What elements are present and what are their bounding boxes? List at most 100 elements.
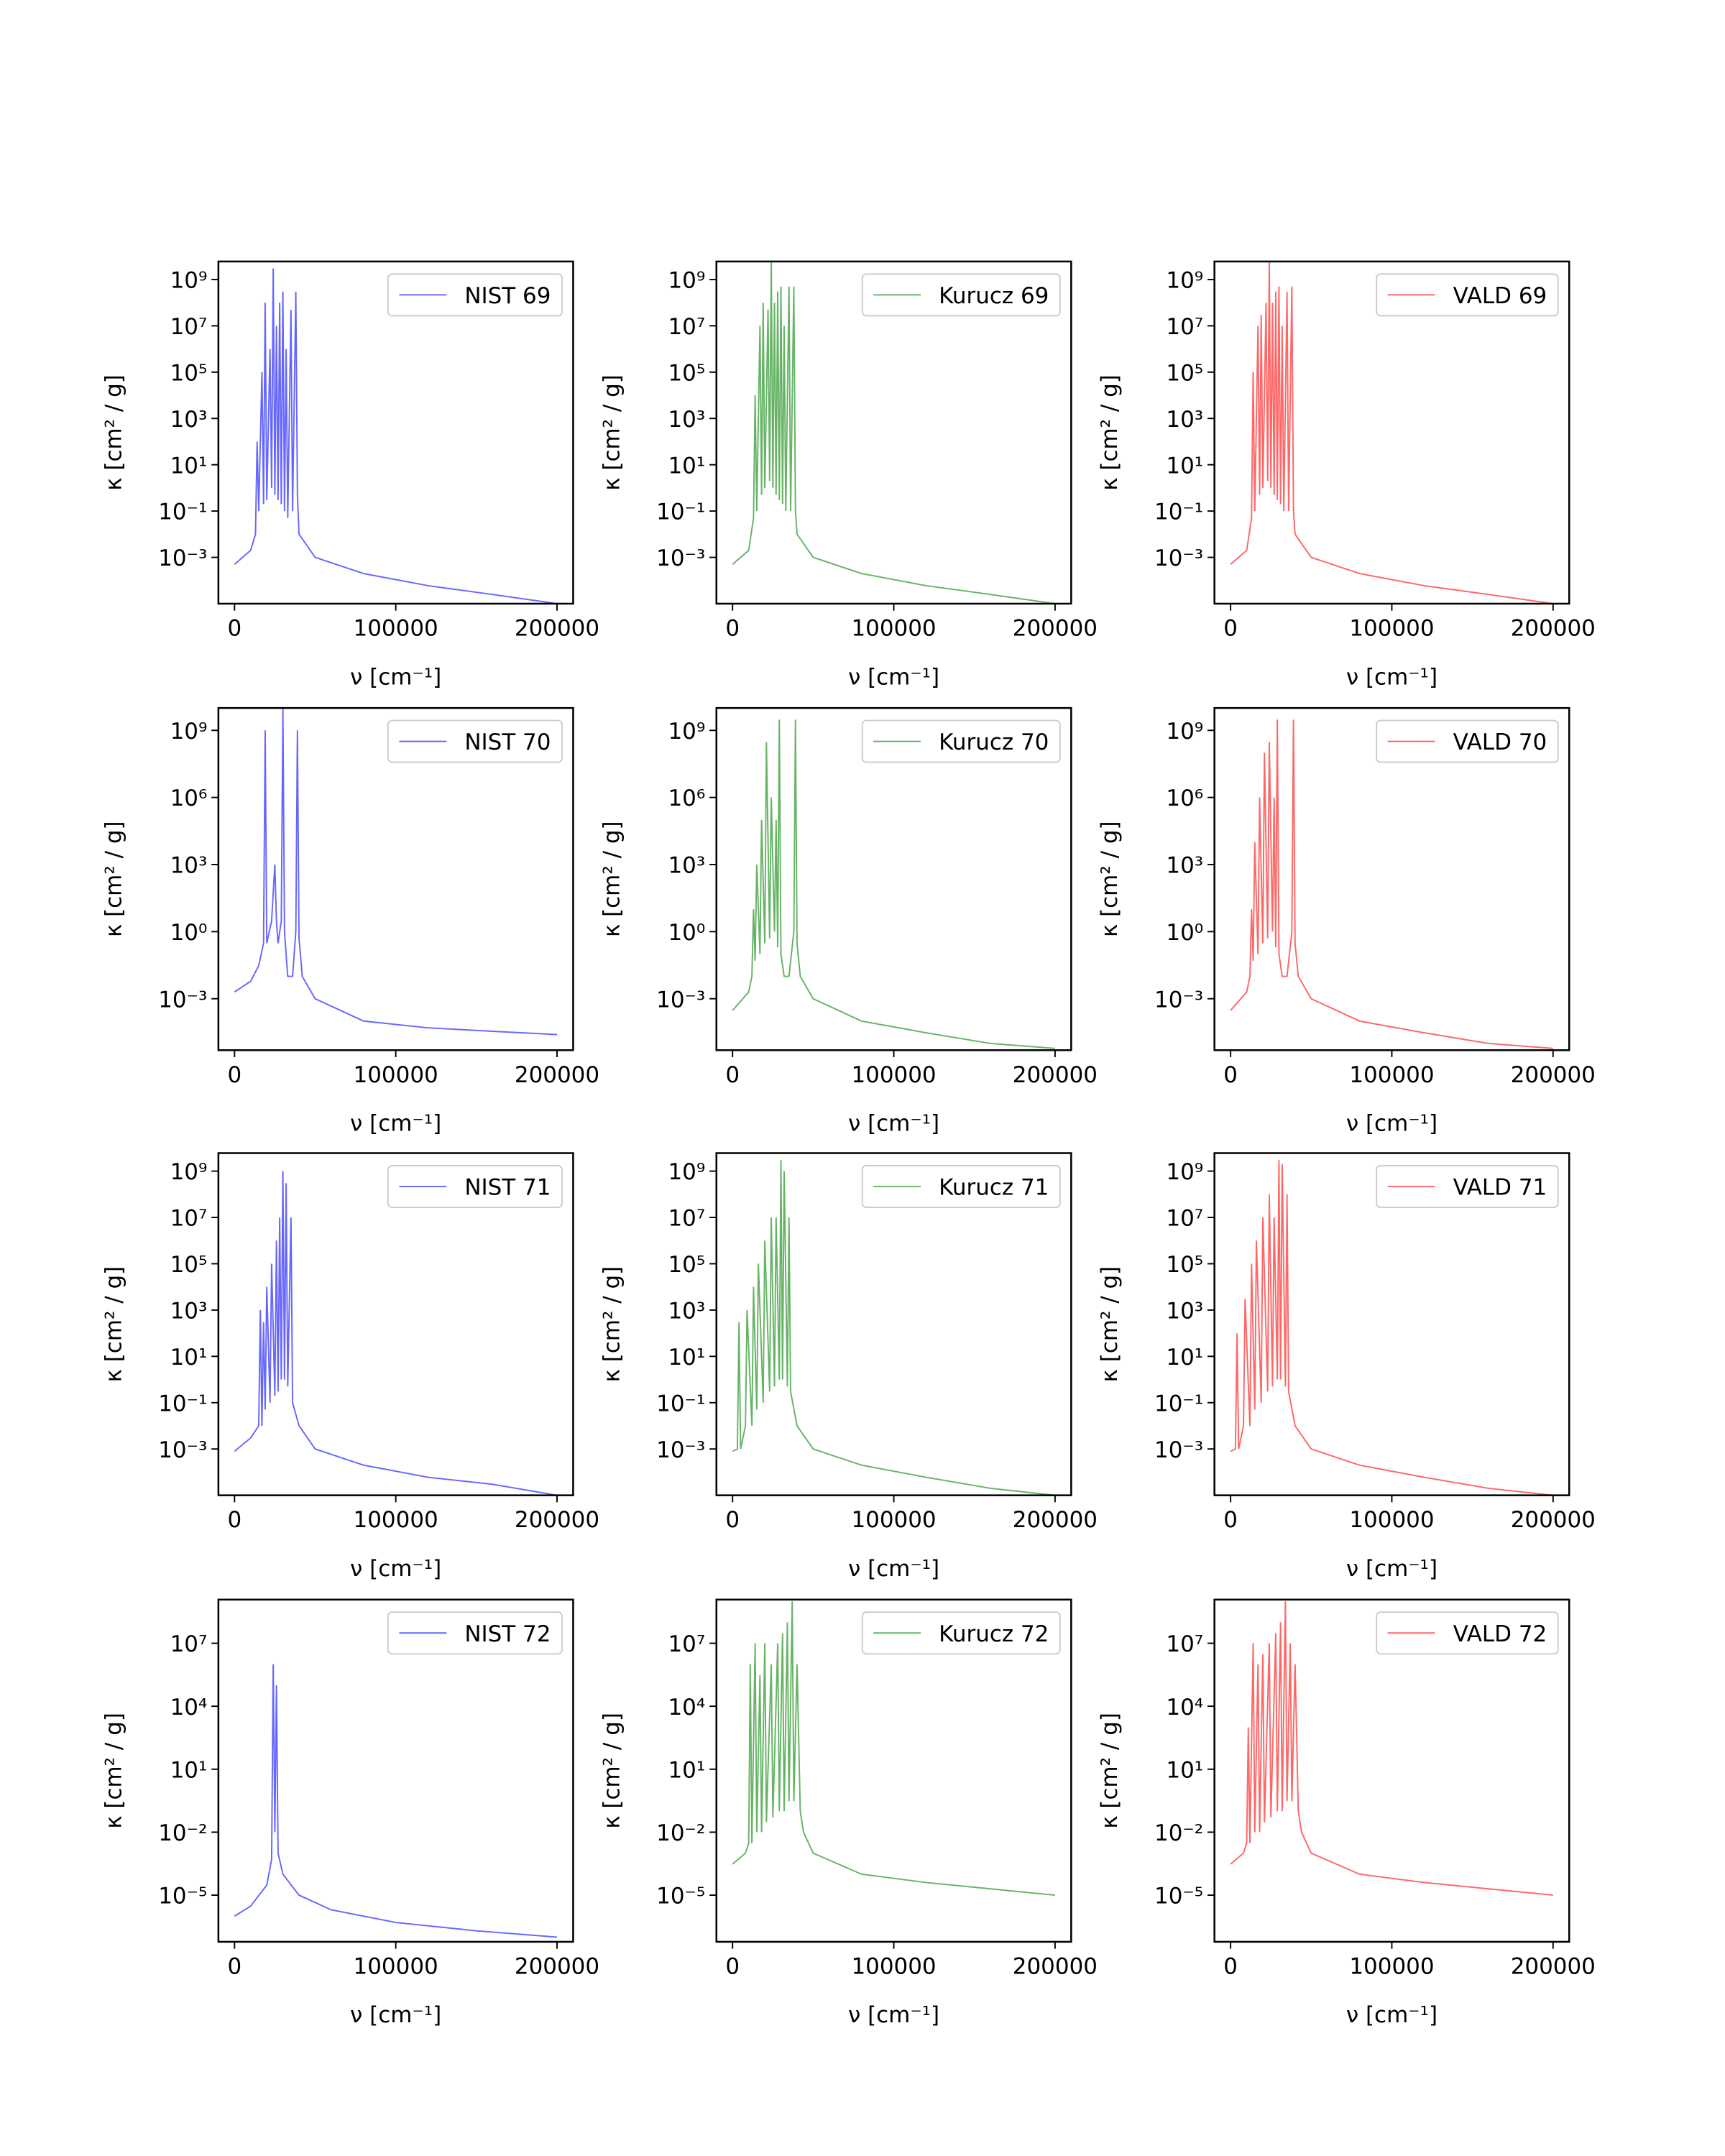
y-tick-label: 10⁶ — [668, 786, 705, 811]
legend-box — [387, 719, 563, 763]
y-tick-label: 10¹ — [668, 1757, 705, 1783]
data-line — [732, 1601, 1055, 1897]
panel: 0 100000 200000 10⁻³ 10⁻¹ 10¹ 10³ 10⁵ 10⁷ 10⁹ ν [c… — [101, 260, 599, 690]
x-axis-label: ν [cm⁻¹] — [848, 1111, 939, 1137]
legend-label: NIST 70 — [464, 729, 551, 755]
x-tick-label: 100000 — [1349, 1953, 1434, 1979]
y-tick-label: 10⁻³ — [1154, 1437, 1203, 1463]
legend-box — [387, 1611, 563, 1655]
y-axis-label: κ [cm² / g] — [1097, 374, 1123, 491]
legend-label: NIST 69 — [464, 283, 551, 309]
x-tick-label: 100000 — [851, 1507, 936, 1533]
x-tick-label: 100000 — [1349, 616, 1434, 642]
y-tick-label: 10⁻² — [656, 1820, 705, 1846]
y-tick-label: 10³ — [668, 1299, 705, 1325]
legend: Kurucz 69 — [861, 273, 1061, 317]
x-tick-label: 200000 — [1511, 1507, 1596, 1533]
legend-label: Kurucz 71 — [939, 1175, 1049, 1201]
data-line — [234, 1171, 558, 1496]
panel: 0 100000 200000 10⁻⁵ 10⁻² 10¹ 10⁴ 10⁷ ν [cm⁻¹] κ … — [599, 1598, 1098, 2028]
y-tick-label: 10⁻¹ — [656, 1391, 705, 1416]
y-tick-label: 10⁷ — [170, 314, 208, 340]
x-axis-label: ν [cm⁻¹] — [848, 664, 939, 690]
x-tick-label: 0 — [725, 1953, 740, 1979]
x-axis-label: ν [cm⁻¹] — [1346, 1556, 1438, 1582]
panel: 0 100000 200000 10⁻³ 10⁻¹ 10¹ 10³ 10⁵ 10⁷ 10⁹ ν [c… — [1097, 1152, 1596, 1582]
data-line — [234, 1664, 558, 1938]
legend-box — [861, 1611, 1061, 1655]
x-tick-label: 200000 — [515, 1507, 599, 1533]
y-axis-label: κ [cm² / g] — [1097, 821, 1123, 937]
y-axis-label: κ [cm² / g] — [1097, 1713, 1123, 1829]
y-tick-label: 10³ — [170, 1299, 208, 1325]
y-tick-label: 10⁻⁵ — [158, 1884, 207, 1909]
y-tick-label: 10¹ — [1166, 453, 1203, 479]
legend-box — [1376, 273, 1559, 317]
x-tick-label: 0 — [227, 1953, 242, 1979]
x-tick-label: 0 — [725, 1062, 740, 1088]
legend-box — [1376, 719, 1559, 763]
legend-box — [861, 1164, 1061, 1208]
y-tick-label: 10⁻⁵ — [656, 1884, 705, 1909]
y-tick-label: 10⁻⁵ — [1154, 1884, 1203, 1909]
x-tick-label: 100000 — [851, 616, 936, 642]
y-tick-label: 10⁷ — [170, 1206, 208, 1232]
y-tick-label: 10⁷ — [1166, 1631, 1203, 1657]
x-tick-label: 200000 — [1511, 1953, 1596, 1979]
panel: 0 100000 200000 10⁻³ 10⁰ 10³ 10⁶ 10⁹ ν [cm⁻¹] κ [… — [599, 706, 1098, 1137]
x-tick-label: 200000 — [515, 1953, 599, 1979]
y-axis-label: κ [cm² / g] — [599, 821, 625, 937]
y-tick-label: 10¹ — [170, 1757, 208, 1783]
y-tick-label: 10⁻³ — [656, 1437, 705, 1463]
y-tick-label: 10³ — [1166, 1299, 1203, 1325]
y-tick-label: 10⁻¹ — [656, 499, 705, 525]
y-tick-label: 10³ — [668, 407, 705, 433]
y-tick-label: 10¹ — [668, 453, 705, 479]
x-axis-label: ν [cm⁻¹] — [1346, 1111, 1438, 1137]
y-tick-label: 10⁹ — [1166, 1159, 1203, 1185]
y-tick-label: 10⁵ — [1166, 360, 1203, 386]
y-tick-label: 10⁵ — [668, 1252, 705, 1278]
y-tick-label: 10³ — [1166, 853, 1203, 879]
x-tick-label: 100000 — [354, 616, 438, 642]
data-line — [732, 719, 1055, 1049]
x-axis-label: ν [cm⁻¹] — [1346, 664, 1438, 690]
x-tick-label: 200000 — [515, 1062, 599, 1088]
x-axis-label: ν [cm⁻¹] — [350, 1111, 441, 1137]
x-tick-label: 0 — [227, 616, 242, 642]
y-axis-label: κ [cm² / g] — [599, 1713, 625, 1829]
y-tick-label: 10⁹ — [170, 719, 208, 745]
legend: VALD 70 — [1376, 719, 1559, 763]
y-tick-label: 10⁷ — [668, 1206, 705, 1232]
legend: NIST 72 — [387, 1611, 563, 1655]
x-axis-label: ν [cm⁻¹] — [350, 2002, 441, 2028]
legend: VALD 69 — [1376, 273, 1559, 317]
data-line — [1230, 1160, 1553, 1496]
data-line — [1230, 1601, 1553, 1897]
panel: 0 100000 200000 10⁻³ 10⁻¹ 10¹ 10³ 10⁵ 10⁷ 10⁹ ν [c… — [599, 260, 1098, 690]
y-axis-label: κ [cm² / g] — [599, 1266, 625, 1383]
y-tick-label: 10⁻² — [158, 1820, 207, 1846]
x-tick-label: 0 — [1223, 1507, 1238, 1533]
y-tick-label: 10³ — [170, 407, 208, 433]
y-tick-label: 10⁻³ — [1154, 545, 1203, 571]
data-line — [732, 1160, 1055, 1496]
x-tick-label: 0 — [1223, 1062, 1238, 1088]
x-tick-label: 200000 — [1013, 616, 1098, 642]
y-tick-label: 10⁷ — [668, 314, 705, 340]
y-axis-label: κ [cm² / g] — [101, 821, 126, 937]
legend-box — [861, 273, 1061, 317]
y-axis-label: κ [cm² / g] — [101, 1713, 126, 1829]
y-tick-label: 10⁻¹ — [158, 1391, 207, 1416]
y-tick-label: 10¹ — [170, 453, 208, 479]
y-axis-label: κ [cm² / g] — [1097, 1266, 1123, 1383]
y-tick-label: 10⁹ — [668, 719, 705, 745]
x-tick-label: 100000 — [851, 1062, 936, 1088]
y-tick-label: 10⁻³ — [1154, 987, 1203, 1013]
y-tick-label: 10⁹ — [1166, 719, 1203, 745]
y-tick-label: 10⁻¹ — [1154, 499, 1203, 525]
y-tick-label: 10¹ — [668, 1345, 705, 1370]
x-axis-label: ν [cm⁻¹] — [350, 1556, 441, 1582]
x-tick-label: 0 — [725, 1507, 740, 1533]
legend: Kurucz 71 — [861, 1164, 1061, 1208]
